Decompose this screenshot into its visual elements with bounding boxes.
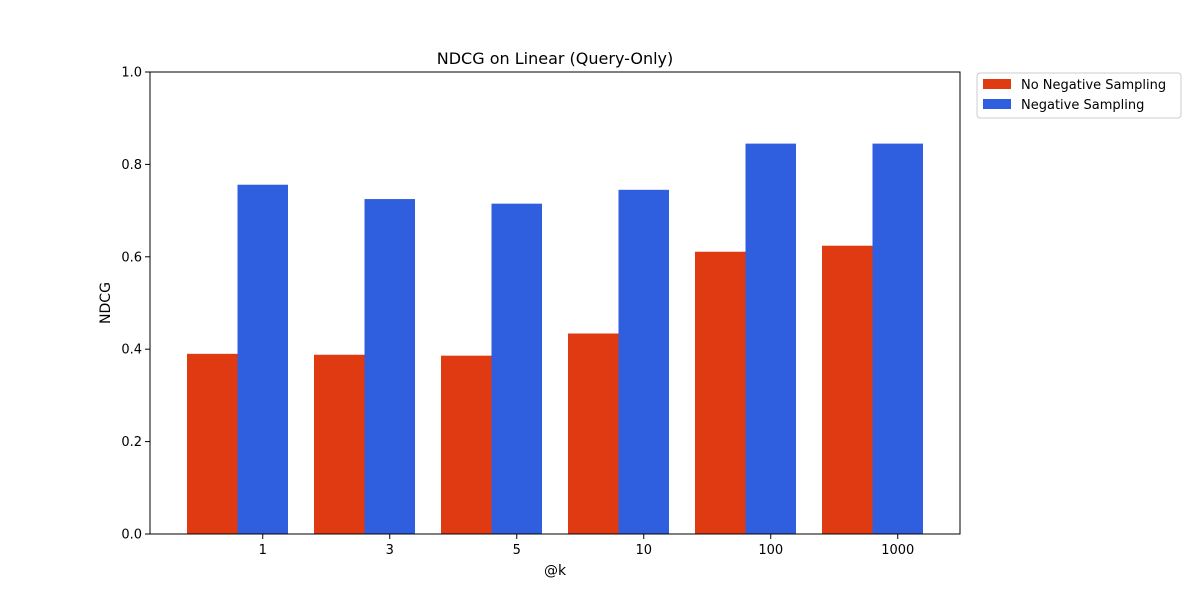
y-tick-label-0.8: 0.8 — [121, 158, 142, 173]
legend-swatch-no-negative-sampling — [983, 79, 1011, 89]
x-tick-label-1: 1 — [259, 543, 267, 558]
legend-box — [976, 72, 1182, 119]
y-tick-label-0.2: 0.2 — [121, 435, 142, 450]
bar-no-negative-sampling-1 — [187, 353, 238, 534]
y-tick-label-0.0: 0.0 — [121, 528, 142, 543]
x-axis-label: @k — [544, 563, 567, 579]
legend-label-no-negative-sampling: No Negative Sampling — [1021, 78, 1166, 93]
bar-negative-sampling-1000 — [872, 143, 923, 535]
bar-negative-sampling-5 — [491, 203, 542, 535]
y-axis-label: NDCG — [98, 282, 114, 324]
x-tick-label-100: 100 — [758, 543, 783, 558]
y-tick-label-0.6: 0.6 — [121, 250, 142, 265]
bar-no-negative-sampling-10 — [568, 333, 619, 534]
bar-negative-sampling-3 — [364, 199, 415, 535]
x-tick-label-5: 5 — [513, 543, 521, 558]
bar-no-negative-sampling-3 — [314, 354, 365, 534]
chart-title: NDCG on Linear (Query-Only) — [437, 49, 673, 68]
y-tick-label-1.0: 1.0 — [121, 66, 142, 81]
x-tick-label-10: 10 — [635, 543, 652, 558]
y-ticks-group: 0.0 0.2 0.4 0.6 0.8 1.0 — [121, 66, 150, 543]
legend-label-negative-sampling: Negative Sampling — [1021, 98, 1144, 113]
x-tick-label-1000: 1000 — [881, 543, 914, 558]
bar-no-negative-sampling-1000 — [822, 245, 873, 534]
bars-group — [187, 143, 923, 535]
x-ticks-group: 1 3 5 10 100 1000 — [259, 534, 914, 558]
bar-negative-sampling-100 — [745, 143, 796, 535]
bar-negative-sampling-10 — [618, 189, 669, 534]
plot-frame — [149, 71, 961, 535]
bar-no-negative-sampling-100 — [695, 251, 746, 534]
legend-swatch-negative-sampling — [983, 99, 1011, 109]
bar-no-negative-sampling-5 — [441, 355, 492, 534]
legend: No Negative Sampling Negative Sampling — [976, 72, 1182, 119]
bar-negative-sampling-1 — [237, 184, 288, 534]
y-tick-label-0.4: 0.4 — [121, 343, 142, 358]
x-tick-label-3: 3 — [386, 543, 394, 558]
